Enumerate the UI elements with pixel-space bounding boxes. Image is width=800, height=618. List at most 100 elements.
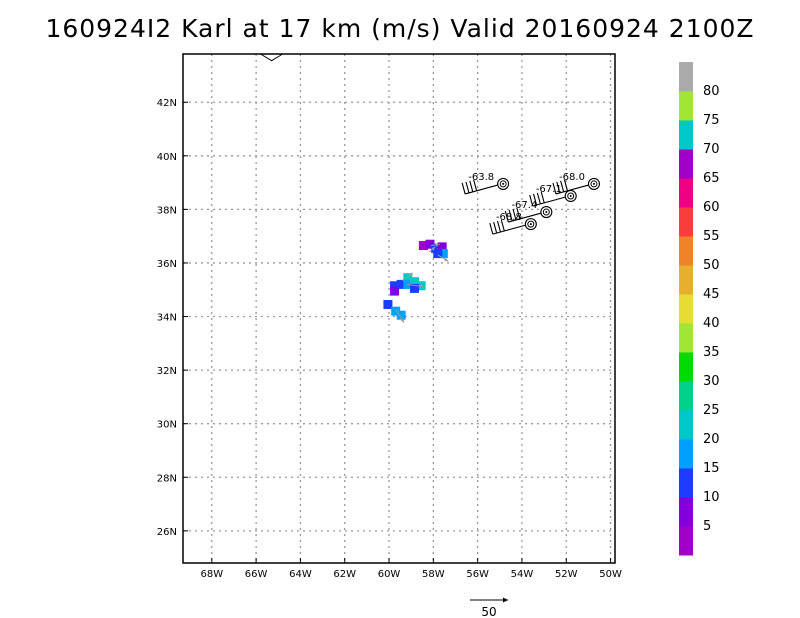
wind-speed-cell [431, 243, 441, 253]
wind-barb-flag [540, 191, 545, 204]
lat-tick-label: 30N [157, 420, 177, 431]
storm-symbol-dot [545, 211, 548, 214]
wind-speed-cell [403, 273, 413, 283]
colorbar-swatch [679, 178, 693, 208]
colorbar-swatch [679, 323, 693, 353]
wind-barb-flag [512, 208, 517, 221]
wind-speed-cell [391, 306, 401, 316]
colorbar-swatch [679, 236, 693, 266]
lon-tick-label: 52W [555, 569, 578, 580]
plot-title: 160924I2 Karl at 17 km (m/s) Valid 20160… [45, 14, 755, 43]
wind-speed-cell [390, 286, 400, 296]
storm-center-marker: -63.8 [461, 172, 510, 195]
wind-barb [532, 196, 566, 207]
colorbar-swatch [679, 120, 693, 150]
lon-tick-label: 62W [333, 569, 356, 580]
wind-vector-head [408, 273, 413, 277]
wind-vector-head [419, 284, 424, 288]
wind-barb-flag [493, 221, 498, 234]
colorbar-label: 50 [703, 258, 720, 273]
colorbar-label: 55 [703, 229, 720, 244]
lon-tick-label: 64W [289, 569, 312, 580]
colorbar-swatch [679, 149, 693, 179]
wind-speed-cell [410, 277, 420, 287]
lon-tick-label: 66W [245, 569, 268, 580]
storm-value-label: -67.4 [511, 200, 537, 211]
lat-tick-label: 34N [157, 313, 177, 324]
wind-barb-flag [461, 182, 466, 195]
reference-vector-head [503, 597, 508, 603]
wind-barb-flag [563, 179, 569, 191]
storm-center-marker: -68.8 [489, 212, 537, 235]
storm-symbol-inner [567, 192, 575, 200]
wind-speed-cell [433, 249, 443, 259]
colorbar-label: 80 [703, 84, 720, 99]
lat-tick-label: 40N [157, 152, 177, 163]
colorbar-label: 5 [703, 519, 711, 534]
wind-vector-head [431, 246, 436, 251]
wind-barb-flag [552, 182, 557, 195]
storm-center-marker: -68.0 [552, 172, 601, 195]
wind-speed-cell [383, 299, 393, 309]
colorbar-label: 15 [703, 461, 720, 476]
colorbar-swatch [679, 62, 693, 92]
wind-speed-cell [396, 279, 406, 289]
lat-tick-label: 42N [157, 98, 177, 109]
wind-barb-flag [469, 180, 474, 192]
wind-barb [492, 224, 526, 235]
storm-symbol-inner [590, 180, 598, 188]
colorbar-swatch [679, 381, 693, 411]
wind-barb-flag [489, 222, 494, 235]
wind-barb-flag [465, 181, 470, 194]
storm-value-label: -68.0 [559, 172, 585, 183]
storm-symbol-dot [592, 182, 595, 185]
lat-tick-label: 32N [157, 366, 177, 377]
colorbar-label: 60 [703, 200, 720, 215]
storm-symbol-dot [569, 194, 572, 197]
wind-vector-head [444, 257, 449, 262]
storm-center-marker: -67.4 [504, 200, 553, 223]
wind-speed-cell [425, 239, 435, 249]
colorbar-label: 40 [703, 316, 720, 331]
colorbar-swatch [679, 497, 693, 527]
wind-barb-flag [473, 179, 478, 191]
colorbar-label: 65 [703, 171, 720, 186]
colorbar-label: 25 [703, 403, 720, 418]
colorbar-label: 35 [703, 345, 720, 360]
storm-value-label: -68.8 [496, 212, 522, 223]
lat-tick-label: 28N [157, 473, 177, 484]
wind-barb-flag [536, 192, 541, 205]
storm-center-marker: -67.1 [529, 184, 577, 207]
colorbar-swatch [679, 207, 693, 237]
wind-barb-flag [500, 219, 505, 232]
colorbar-swatch [679, 410, 693, 440]
wind-barb-flag [504, 210, 509, 223]
storm-symbol-inner [527, 220, 535, 228]
colorbar-label: 75 [703, 113, 720, 128]
storm-value-label: -67.1 [536, 184, 562, 195]
colorbar-label: 20 [703, 432, 720, 447]
wind-vector-head [435, 243, 440, 247]
lon-tick-label: 56W [466, 569, 489, 580]
storm-symbol-inner [499, 180, 507, 188]
lon-tick-label: 58W [422, 569, 445, 580]
wind-barb-flag [556, 181, 561, 194]
storm-symbol-dot [502, 182, 505, 185]
colorbar-label: 45 [703, 287, 720, 302]
colorbar-swatch [679, 439, 693, 469]
colorbar-swatch [679, 91, 693, 121]
storm-symbol-inner [542, 208, 550, 216]
wind-vector-head [400, 318, 405, 323]
lat-tick-label: 26N [157, 527, 177, 538]
lat-tick-label: 36N [157, 259, 177, 270]
wind-barb [464, 184, 499, 195]
colorbar-swatch [679, 352, 693, 382]
lon-tick-label: 68W [200, 569, 223, 580]
coastline [260, 53, 283, 62]
wind-barb-flag [560, 180, 565, 192]
storm-value-label: -63.8 [468, 172, 494, 183]
lon-tick-label: 60W [378, 569, 401, 580]
wind-barb-flag [516, 207, 521, 220]
wind-barb-flag [496, 220, 502, 233]
